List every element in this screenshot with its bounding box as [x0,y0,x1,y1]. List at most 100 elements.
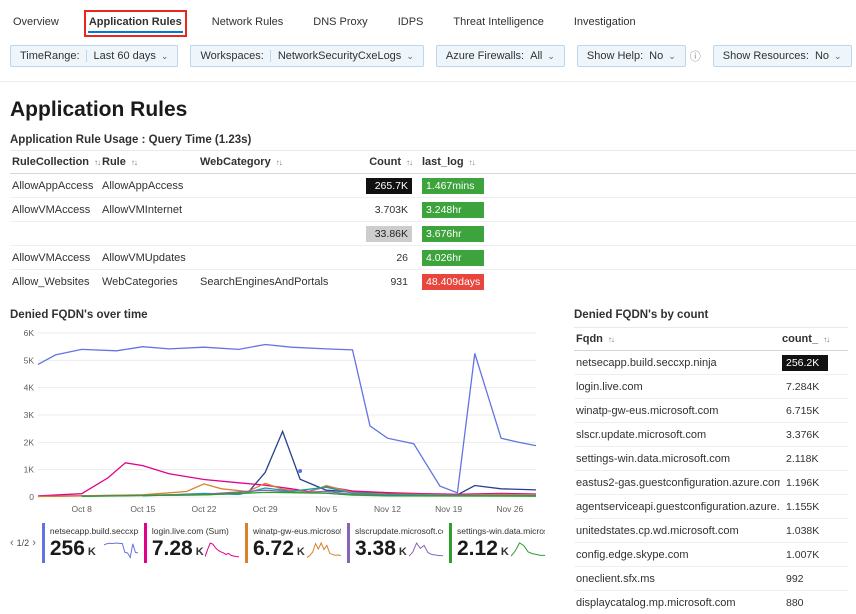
filter-dropdown[interactable]: All ⌄ [530,50,555,62]
svg-text:5K: 5K [24,355,35,365]
count-badge: 33.86K [366,226,412,242]
fqdn-table-row[interactable]: displaycatalog.mp.microsoft.com 880 [574,591,848,614]
column-header[interactable]: Rule↑↓ [100,151,198,174]
rule-table-row[interactable]: AllowVMAccess AllowVMInternet 3.703K 3.2… [10,198,856,222]
svg-text:Nov 26: Nov 26 [496,504,523,514]
column-header-label: WebCategory [200,156,271,168]
pager-prev-button[interactable]: ‹ [10,537,14,549]
fqdn-count-cell: 1.155K [780,495,848,519]
filler-cell [510,270,856,294]
fqdn-count-cell: 2.118K [780,447,848,471]
filter-dropdown[interactable]: Last 60 days ⌄ [86,50,169,62]
metric-tile-sparkline [205,540,239,560]
metric-tile[interactable]: netsecapp.build.seccxp.ni... 256 K [42,523,141,563]
filter-pill[interactable]: Azure Firewalls: All ⌄ [436,45,565,67]
column-header[interactable]: Fqdn ↑↓ [574,328,780,351]
fqdn-table-row[interactable]: config.edge.skype.com 1.007K [574,543,848,567]
fqdn-cell: slscr.update.microsoft.com [574,423,780,447]
info-icon[interactable]: ⓘ [690,48,701,64]
tab-investigation[interactable]: Investigation [571,12,639,35]
filter-pill[interactable]: Show Help: No ⌄ [577,45,686,67]
tab-idps[interactable]: IDPS [395,12,427,35]
fqdn-cell: oneclient.sfx.ms [574,567,780,591]
tab-threat-intelligence[interactable]: Threat Intelligence [450,12,547,35]
column-header[interactable]: WebCategory ↑↓ [198,151,348,174]
metric-tile-sparkline [104,540,138,560]
count-cell: 26 [348,246,420,270]
fqdn-count-cell: 880 [780,591,848,614]
column-header-label: RuleCollection [12,156,89,168]
metric-tile[interactable]: slscrupdate.microsoft.co... 3.38 K [347,523,446,563]
metric-tile-main: 6.72 K [253,538,341,560]
lastlog-badge: 4.026hr [422,250,484,266]
fqdn-count-cell: 1.038K [780,519,848,543]
fqdn-table-row[interactable]: winatp-gw-eus.microsoft.com 6.715K [574,399,848,423]
fqdn-table-header-row: Fqdn ↑↓ count_↑↓ [574,328,848,351]
tab-label: Overview [13,16,59,28]
rule-table-header-row: RuleCollection ↑↓ Rule↑↓ WebCategory ↑↓ Co… [10,151,856,174]
fqdn-cell: config.edge.skype.com [574,543,780,567]
fqdn-table-row[interactable]: netsecapp.build.seccxp.ninja 256.2K [574,351,848,375]
fqdn-table-row[interactable]: settings-win.data.microsoft.com 2.118K [574,447,848,471]
sort-icons[interactable]: ↑↓ [469,158,475,167]
fqdn-cell: netsecapp.build.seccxp.ninja [574,351,780,375]
metric-tile[interactable]: login.live.com (Sum) 7.28 K [144,523,242,563]
tab-bar: Overview Application Rules Network Rules DN… [0,0,856,35]
column-header[interactable]: count_↑↓ [780,328,848,351]
webcategory-cell: SearchEnginesAndPortals [198,270,348,294]
sort-icons[interactable]: ↑↓ [276,158,282,167]
tab-network-rules[interactable]: Network Rules [209,12,287,35]
rule-cell: AllowVMUpdates [100,246,198,270]
rule-table-row[interactable]: Allow_Websites WebCategories SearchEngin… [10,270,856,294]
sort-icons[interactable]: ↑↓ [94,158,100,167]
rule-table-row[interactable]: 33.86K 3.676hr [10,222,856,246]
column-header[interactable]: Count↑↓ [348,151,420,174]
chevron-down-icon: ⌄ [547,52,555,61]
filter-label: Show Help: [587,50,643,62]
fqdn-table-row[interactable]: eastus2-gas.guestconfiguration.azure.com… [574,471,848,495]
filter-pill[interactable]: TimeRange: Last 60 days ⌄ [10,45,178,67]
filter-dropdown[interactable]: No ⌄ [815,50,842,62]
rule-collection-cell: Allow_Websites [10,270,100,294]
rule-collection-cell [10,222,100,246]
denied-over-time-title: Denied FQDN's over time [10,309,548,321]
rule-table-row[interactable]: AllowAppAccess AllowAppAccess 265.7K 1.4… [10,174,856,198]
fqdn-table-row[interactable]: slscr.update.microsoft.com 3.376K [574,423,848,447]
column-header-label: Fqdn [576,333,603,345]
filter-pill[interactable]: Show Resources: No ⌄ [713,45,852,67]
filter: Workspaces: NetworkSecurityCxeLogs ⌄ [190,45,423,67]
metric-tile[interactable]: winatp-gw-eus.microsoft... 6.72 K [245,523,344,563]
filter-pill[interactable]: Workspaces: NetworkSecurityCxeLogs ⌄ [190,45,423,67]
metric-tile-unit: K [399,546,407,560]
metric-tile-value: 7.28 [152,538,193,560]
filter-dropdown[interactable]: NetworkSecurityCxeLogs ⌄ [270,50,414,62]
denied-by-count-section: Denied FQDN's by count Fqdn↑↓ count_↑↓ n… [574,309,848,614]
sort-icons[interactable]: ↑↓ [406,158,412,167]
rule-table-title: Application Rule Usage : Query Time (1.2… [10,134,856,146]
fqdn-table-row[interactable]: unitedstates.cp.wd.microsoft.com 1.038K [574,519,848,543]
pager-next-button[interactable]: › [32,537,36,549]
rule-table-row[interactable]: AllowVMAccess AllowVMUpdates 26 4.026hr [10,246,856,270]
fqdn-table-row[interactable]: login.live.com 7.284K [574,375,848,399]
fqdn-cell: winatp-gw-eus.microsoft.com [574,399,780,423]
metric-tile[interactable]: settings-win.data.microso... 2.12 K [449,523,548,563]
column-header[interactable]: RuleCollection ↑↓ [10,151,100,174]
column-filler [510,151,856,174]
metric-tile-sparkline [511,540,545,560]
filter-bar: TimeRange: Last 60 days ⌄ Workspaces: Ne… [0,35,856,82]
column-header[interactable]: last_log↑↓ [420,151,510,174]
tab-overview[interactable]: Overview [10,12,62,35]
sort-icons[interactable]: ↑↓ [823,335,829,344]
count-cell: 265.7K [348,174,420,198]
sort-icons[interactable]: ↑↓ [131,158,137,167]
tab-dns-proxy[interactable]: DNS Proxy [310,12,370,35]
tab-application-rules[interactable]: Application Rules [86,12,185,35]
sort-icons[interactable]: ↑↓ [608,335,614,344]
fqdn-table-row[interactable]: oneclient.sfx.ms 992 [574,567,848,591]
lastlog-cell: 3.676hr [420,222,510,246]
filter-dropdown[interactable]: No ⌄ [649,50,676,62]
fqdn-table-row[interactable]: agentserviceapi.guestconfiguration.azure… [574,495,848,519]
